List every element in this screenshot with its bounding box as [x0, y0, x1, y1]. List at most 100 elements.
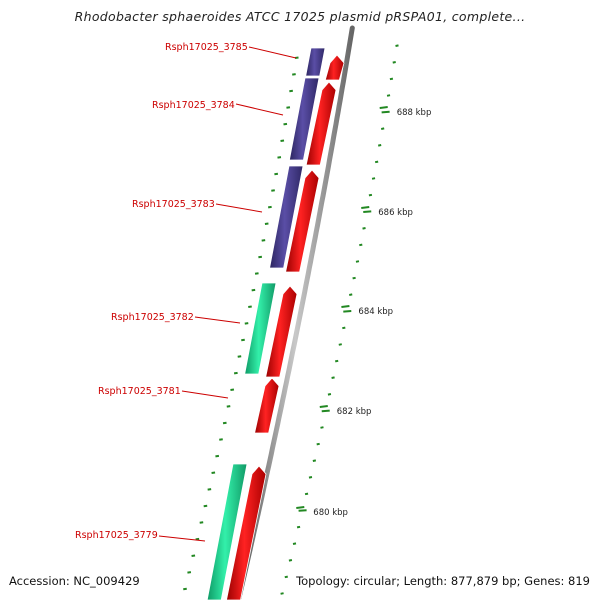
cog-block[interactable]: [288, 77, 320, 161]
inner-tick: [241, 338, 245, 342]
leader-line: [235, 103, 284, 116]
inner-tick: [215, 454, 220, 458]
scale-tick: [343, 310, 352, 313]
scale-major-tick: [296, 506, 305, 509]
leader-line: [215, 203, 263, 213]
cds-arrow[interactable]: [305, 81, 337, 166]
inner-tick: [274, 172, 279, 176]
gene-name[interactable]: Rsph17025_3783: [132, 199, 215, 210]
inner-tick: [292, 73, 296, 76]
gene-label-rsph17025_3783[interactable]: Rsph17025_3783: [132, 199, 263, 213]
cds-arrow[interactable]: [226, 465, 267, 600]
gene-label-rsph17025_3781[interactable]: Rsph17025_3781: [98, 386, 229, 399]
scale-tick: [374, 160, 379, 164]
scale-tick: [349, 293, 353, 296]
scale-tick: [296, 525, 301, 529]
gene-name[interactable]: Rsph17025_3784: [152, 100, 235, 111]
cog-block[interactable]: [206, 463, 248, 600]
map-title: Rhodobacter sphaeroides ATCC 17025 plasm…: [74, 9, 526, 24]
genome-backbone: [236, 25, 355, 600]
inner-tick: [219, 438, 223, 441]
inner-tick: [195, 537, 200, 541]
inner-tick: [203, 504, 208, 508]
cds-arrow[interactable]: [254, 377, 280, 434]
leader-line: [194, 316, 241, 324]
inner-tick: [280, 139, 285, 142]
leader-line: [181, 390, 229, 399]
inner-tick: [277, 156, 282, 159]
scale-tick: [327, 393, 332, 396]
inner-tick: [183, 587, 187, 591]
inner-tick: [258, 255, 263, 259]
scale-label: 680 kbp: [313, 508, 348, 518]
inner-tick: [199, 521, 204, 524]
scale-label: 684 kbp: [358, 307, 393, 317]
inner-tick: [251, 288, 256, 292]
scale-tick: [331, 376, 335, 379]
gene-name[interactable]: Rsph17025_3782: [111, 312, 194, 323]
scale-tick: [316, 442, 320, 446]
inner-tick: [248, 305, 252, 308]
gene-name[interactable]: Rsph17025_3781: [98, 386, 181, 397]
scale-tick: [320, 426, 324, 429]
inner-tick: [254, 272, 259, 275]
gene-label-rsph17025_3784[interactable]: Rsph17025_3784: [152, 100, 284, 116]
scale-tick: [321, 409, 330, 413]
scale-tick: [352, 276, 356, 280]
gene-label-rsph17025_3779[interactable]: Rsph17025_3779: [75, 530, 206, 542]
scale-tick: [304, 492, 309, 496]
inner-tick: [264, 222, 269, 225]
inner-tick: [271, 189, 275, 192]
inner-tick: [261, 239, 266, 242]
gene-label-rsph17025_3785[interactable]: Rsph17025_3785: [165, 42, 297, 59]
scale-tick: [395, 44, 399, 47]
scale-tick: [377, 144, 382, 147]
gene-name[interactable]: Rsph17025_3779: [75, 530, 158, 541]
cds-arrow[interactable]: [285, 169, 320, 273]
inner-tick: [233, 371, 238, 375]
cds-arrow[interactable]: [265, 285, 298, 378]
topology-summary: Topology: circular; Length: 877,879 bp; …: [296, 574, 590, 588]
inner-tick: [187, 571, 192, 574]
scale-tick: [280, 592, 284, 595]
cog-block[interactable]: [305, 47, 326, 77]
inner-tick: [191, 554, 196, 557]
scale-tick: [363, 210, 372, 213]
scale-tick: [392, 61, 396, 64]
cog-block[interactable]: [269, 165, 304, 269]
gene-label-rsph17025_3782[interactable]: Rsph17025_3782: [111, 312, 241, 324]
leader-line: [248, 46, 297, 59]
scale-tick: [355, 260, 360, 263]
gene-name[interactable]: Rsph17025_3785: [165, 42, 248, 53]
inner-tick: [237, 355, 242, 358]
scale-tick: [292, 542, 297, 545]
scale-tick: [288, 559, 293, 562]
cog-block[interactable]: [244, 282, 277, 375]
inner-tick: [207, 488, 212, 491]
inner-tick: [283, 122, 288, 126]
scale-tick: [380, 127, 385, 130]
accession-text: Accession: NC_009429: [9, 574, 140, 588]
inner-tick: [226, 405, 231, 408]
scale-tick: [312, 459, 317, 462]
scale-tick: [359, 243, 363, 247]
scale-major-tick: [361, 206, 370, 209]
scale-major-tick: [379, 106, 388, 109]
cds-arrow[interactable]: [324, 54, 345, 81]
scale-tick: [381, 110, 390, 114]
leader-line: [158, 535, 206, 542]
scale-major-tick: [319, 405, 328, 408]
inner-tick: [286, 106, 291, 109]
inner-tick: [244, 322, 249, 325]
inner-tick: [267, 205, 272, 209]
scale-tick: [386, 94, 391, 97]
scale-label: 686 kbp: [378, 208, 413, 218]
inner-tick: [289, 89, 293, 93]
scale-tick: [368, 193, 373, 197]
scale-tick: [342, 326, 346, 330]
inner-tick: [211, 471, 216, 474]
scale-tick: [284, 575, 288, 579]
scale-tick: [298, 509, 307, 512]
scale-tick: [371, 177, 376, 180]
